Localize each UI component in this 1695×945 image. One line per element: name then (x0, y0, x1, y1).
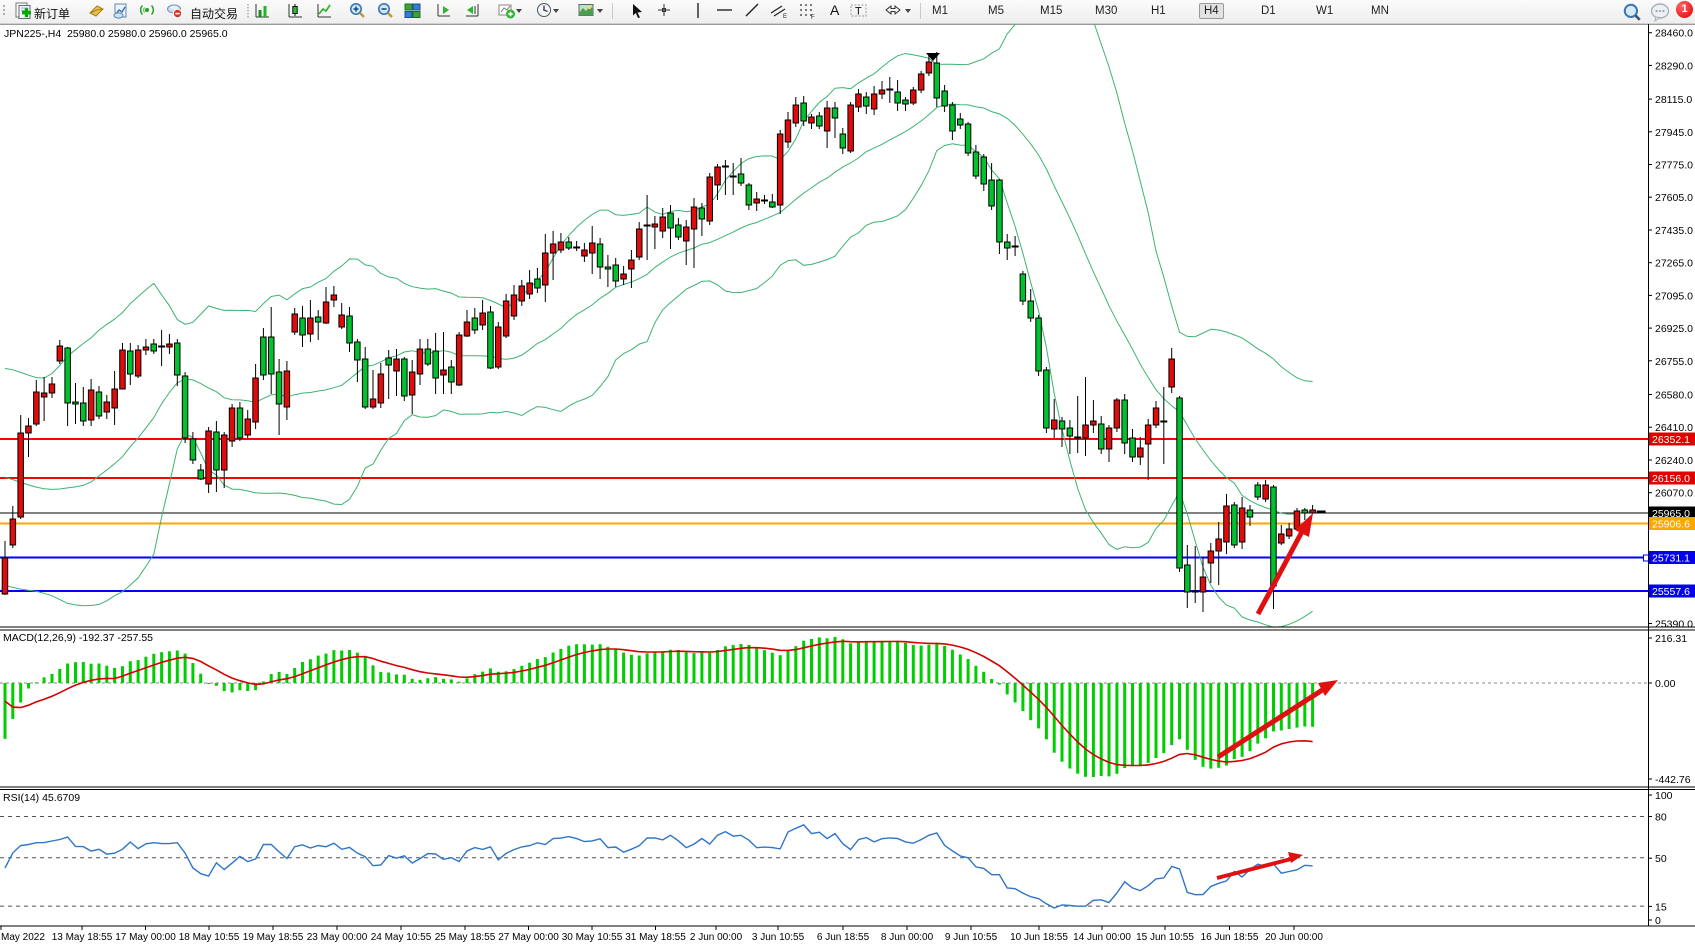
svg-text:26410.0: 26410.0 (1655, 422, 1693, 434)
svg-text:T: T (855, 6, 862, 18)
svg-text:27605.0: 27605.0 (1655, 192, 1693, 204)
svg-text:27775.0: 27775.0 (1655, 160, 1693, 172)
svg-text:26070.0: 26070.0 (1655, 488, 1693, 500)
svg-text:23 May 00:00: 23 May 00:00 (307, 932, 368, 943)
svg-text:-442.76: -442.76 (1655, 774, 1691, 786)
svg-text:16 Jun 18:55: 16 Jun 18:55 (1201, 932, 1259, 943)
svg-text:24 May 10:55: 24 May 10:55 (371, 932, 432, 943)
svg-text:9 Jun 10:55: 9 Jun 10:55 (945, 932, 998, 943)
svg-text:17 May 00:00: 17 May 00:00 (115, 932, 176, 943)
svg-text:13 May 18:55: 13 May 18:55 (52, 932, 113, 943)
svg-text:26240.0: 26240.0 (1655, 455, 1693, 467)
svg-text:27435.0: 27435.0 (1655, 225, 1693, 237)
svg-text:28115.0: 28115.0 (1655, 94, 1692, 106)
svg-text:27945.0: 27945.0 (1655, 127, 1693, 139)
svg-text:14 Jun 00:00: 14 Jun 00:00 (1073, 932, 1131, 943)
svg-text:28460.0: 28460.0 (1655, 28, 1693, 40)
svg-text:15: 15 (1655, 901, 1667, 913)
svg-text:31 May 18:55: 31 May 18:55 (625, 932, 686, 943)
svg-text:RSI(14) 45.6709: RSI(14) 45.6709 (3, 792, 80, 804)
svg-text:3 Jun 10:55: 3 Jun 10:55 (752, 932, 805, 943)
svg-text:F: F (811, 15, 815, 20)
svg-text:0: 0 (1655, 915, 1661, 927)
svg-text:216.31: 216.31 (1655, 633, 1687, 645)
svg-text:19 May 18:55: 19 May 18:55 (243, 932, 304, 943)
svg-text:27265.0: 27265.0 (1655, 258, 1693, 270)
svg-text:0.00: 0.00 (1655, 678, 1676, 690)
svg-text:18 May 10:55: 18 May 10:55 (179, 932, 240, 943)
svg-text:25390.0: 25390.0 (1655, 619, 1693, 631)
svg-text:25731.1: 25731.1 (1652, 553, 1690, 565)
svg-text:27095.0: 27095.0 (1655, 290, 1693, 302)
svg-text:JPN225-,H4 25980.0 25980.0 25: JPN225-,H4 25980.0 25980.0 25960.0 25965… (4, 28, 228, 40)
svg-text:E: E (783, 14, 787, 20)
svg-text:8 Jun 00:00: 8 Jun 00:00 (881, 932, 934, 943)
svg-text:100: 100 (1655, 790, 1673, 802)
svg-text:27 May 00:00: 27 May 00:00 (498, 932, 559, 943)
svg-text:26925.0: 26925.0 (1655, 323, 1693, 335)
svg-text:10 Jun 18:55: 10 Jun 18:55 (1010, 932, 1068, 943)
svg-text:20 Jun 00:00: 20 Jun 00:00 (1265, 932, 1323, 943)
svg-text:MACD(12,26,9) -192.37 -257.55: MACD(12,26,9) -192.37 -257.55 (3, 632, 153, 644)
svg-text:26755.0: 26755.0 (1655, 356, 1693, 368)
svg-text:26580.0: 26580.0 (1655, 390, 1693, 402)
svg-text:50: 50 (1655, 853, 1667, 865)
svg-text:26156.0: 26156.0 (1652, 473, 1690, 485)
svg-text:28290.0: 28290.0 (1655, 60, 1693, 72)
svg-text:May 2022: May 2022 (1, 932, 45, 943)
svg-text:30 May 10:55: 30 May 10:55 (562, 932, 623, 943)
svg-text:80: 80 (1655, 812, 1667, 824)
svg-text:25557.6: 25557.6 (1652, 586, 1690, 598)
svg-text:15 Jun 10:55: 15 Jun 10:55 (1136, 932, 1194, 943)
svg-text:25906.6: 25906.6 (1652, 519, 1690, 531)
svg-text:6 Jun 18:55: 6 Jun 18:55 (817, 932, 870, 943)
svg-text:26352.1: 26352.1 (1652, 434, 1690, 446)
svg-text:2 Jun 00:00: 2 Jun 00:00 (690, 932, 743, 943)
svg-text:25 May 18:55: 25 May 18:55 (435, 932, 496, 943)
